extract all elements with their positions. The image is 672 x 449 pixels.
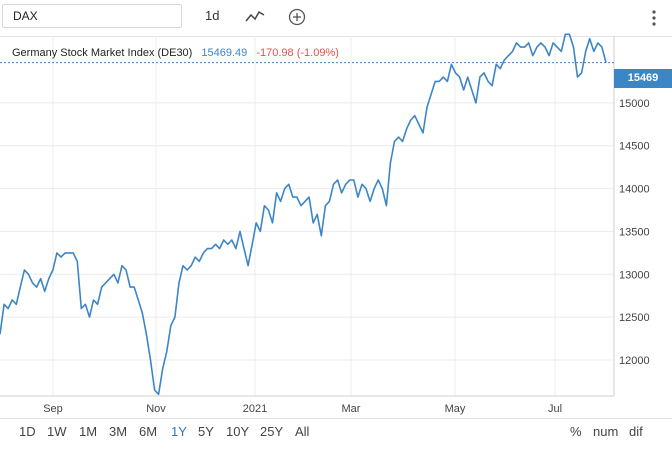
y-tick-label: 13500 — [619, 226, 650, 238]
range-6m[interactable]: 6M — [139, 424, 158, 439]
x-tick-label: Jul — [548, 403, 562, 415]
range-1w[interactable]: 1W — [47, 424, 67, 439]
y-tick-label: 14000 — [619, 184, 650, 196]
chart-style-icon[interactable] — [244, 6, 266, 28]
chart-grid — [0, 36, 614, 396]
chart-legend: Germany Stock Market Index (DE30) 15469.… — [12, 47, 339, 59]
num-option[interactable]: num — [593, 424, 619, 439]
range-1y[interactable]: 1Y — [171, 424, 187, 439]
x-tick-label: May — [445, 403, 466, 415]
last-price-tag: 15469 — [614, 69, 672, 88]
range-5y[interactable]: 5Y — [198, 424, 214, 439]
y-tick-label: 14500 — [619, 141, 650, 153]
series-line — [0, 33, 607, 396]
y-tick-label: 12500 — [619, 312, 650, 324]
legend-name: Germany Stock Market Index (DE30) — [12, 47, 193, 59]
range-bar: 1D 1W 1M 3M 6M 1Y 5Y 10Y 25Y All % num d… — [0, 418, 672, 449]
percent-option[interactable]: % — [570, 424, 582, 439]
add-compare-icon[interactable] — [286, 6, 308, 28]
range-25y[interactable]: 25Y — [260, 424, 284, 439]
y-tick-label: 12000 — [619, 355, 650, 367]
range-1m[interactable]: 1M — [79, 424, 98, 439]
range-all[interactable]: All — [295, 424, 310, 439]
x-tick-label: Nov — [146, 403, 166, 415]
more-vertical-icon[interactable] — [643, 8, 665, 30]
toolbar: DAX 1d — [0, 0, 672, 37]
y-axis-ticks: 12000 12500 13000 13500 14000 14500 15000 — [619, 98, 650, 367]
range-10y[interactable]: 10Y — [226, 424, 250, 439]
x-axis-ticks: Sep Nov 2021 Mar May Jul — [43, 403, 562, 415]
x-tick-label: 2021 — [243, 403, 267, 415]
range-3m[interactable]: 3M — [109, 424, 128, 439]
y-tick-label: 13000 — [619, 269, 650, 281]
x-tick-label: Mar — [342, 403, 361, 415]
line-chart[interactable]: 12000 12500 13000 13500 14000 14500 15000 Sep N… — [0, 0, 672, 418]
legend-last-value: 15469.49 — [201, 47, 248, 59]
dif-option[interactable]: dif — [629, 424, 643, 439]
y-tick-label: 15000 — [619, 98, 650, 110]
legend-change: -170.98 (-1.09%) — [256, 47, 339, 59]
x-tick-label: Sep — [43, 403, 63, 415]
symbol-search-input[interactable]: DAX — [2, 4, 182, 28]
range-1d[interactable]: 1D — [19, 424, 36, 439]
interval-selector[interactable]: 1d — [205, 8, 220, 23]
